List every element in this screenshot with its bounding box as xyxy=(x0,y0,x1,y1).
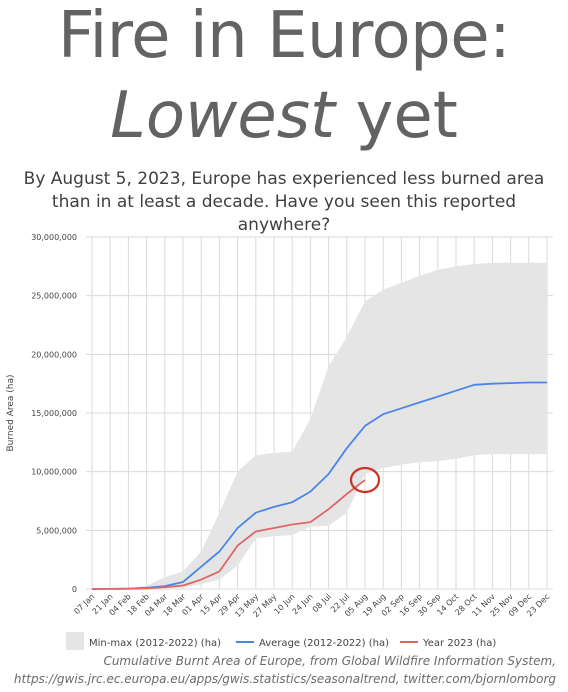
title-rest: yet xyxy=(355,79,458,153)
x-tick-label: 08 Jul xyxy=(311,592,333,614)
min-max-band-layer xyxy=(92,262,547,589)
min-max-band xyxy=(92,262,547,589)
legend-label-year2023: Year 2023 (ha) xyxy=(422,638,496,649)
year2023-line xyxy=(91,479,366,590)
y-tick-label: 15,000,000 xyxy=(31,409,77,418)
page-title-line2: Lowest yet xyxy=(0,84,568,148)
y-tick-label: 5,000,000 xyxy=(36,526,77,535)
source-caption: Cumulative Burnt Area of Europe, from Gl… xyxy=(14,652,556,688)
caption-line1: Cumulative Burnt Area of Europe, from Gl… xyxy=(103,654,556,668)
y-tick-label: 30,000,000 xyxy=(31,233,77,242)
y-tick-label: 10,000,000 xyxy=(31,468,77,477)
y-tick-label: 25,000,000 xyxy=(31,292,77,301)
y-axis-ticks: 0 5,000,000 10,000,000 15,000,000 20,000,000… xyxy=(31,233,77,594)
legend-swatch-band xyxy=(66,632,84,650)
y-tick-label: 20,000,000 xyxy=(31,350,77,359)
legend-label-average: Average (2012-2022) (ha) xyxy=(259,638,389,649)
highlight-circle xyxy=(349,466,381,494)
legend-label-band: Min-max (2012-2022) (ha) xyxy=(89,638,221,649)
caption-line2: https://gwis.jrc.ec.europa.eu/apps/gwis.… xyxy=(13,672,556,686)
y-tick-label: 0 xyxy=(72,585,77,594)
page-title-line1: Fire in Europe: xyxy=(57,0,511,73)
legend: Min-max (2012-2022) (ha) Average (2012-2… xyxy=(66,632,496,650)
average-line xyxy=(91,381,547,590)
subtitle: By August 5, 2023, Europe has experience… xyxy=(23,169,545,235)
x-tick-label: 24 Jun xyxy=(291,592,315,616)
title-emphasis: Lowest xyxy=(110,79,336,153)
y-axis-label: Burned Area (ha) xyxy=(6,374,16,451)
series-lines-layer xyxy=(91,381,547,590)
